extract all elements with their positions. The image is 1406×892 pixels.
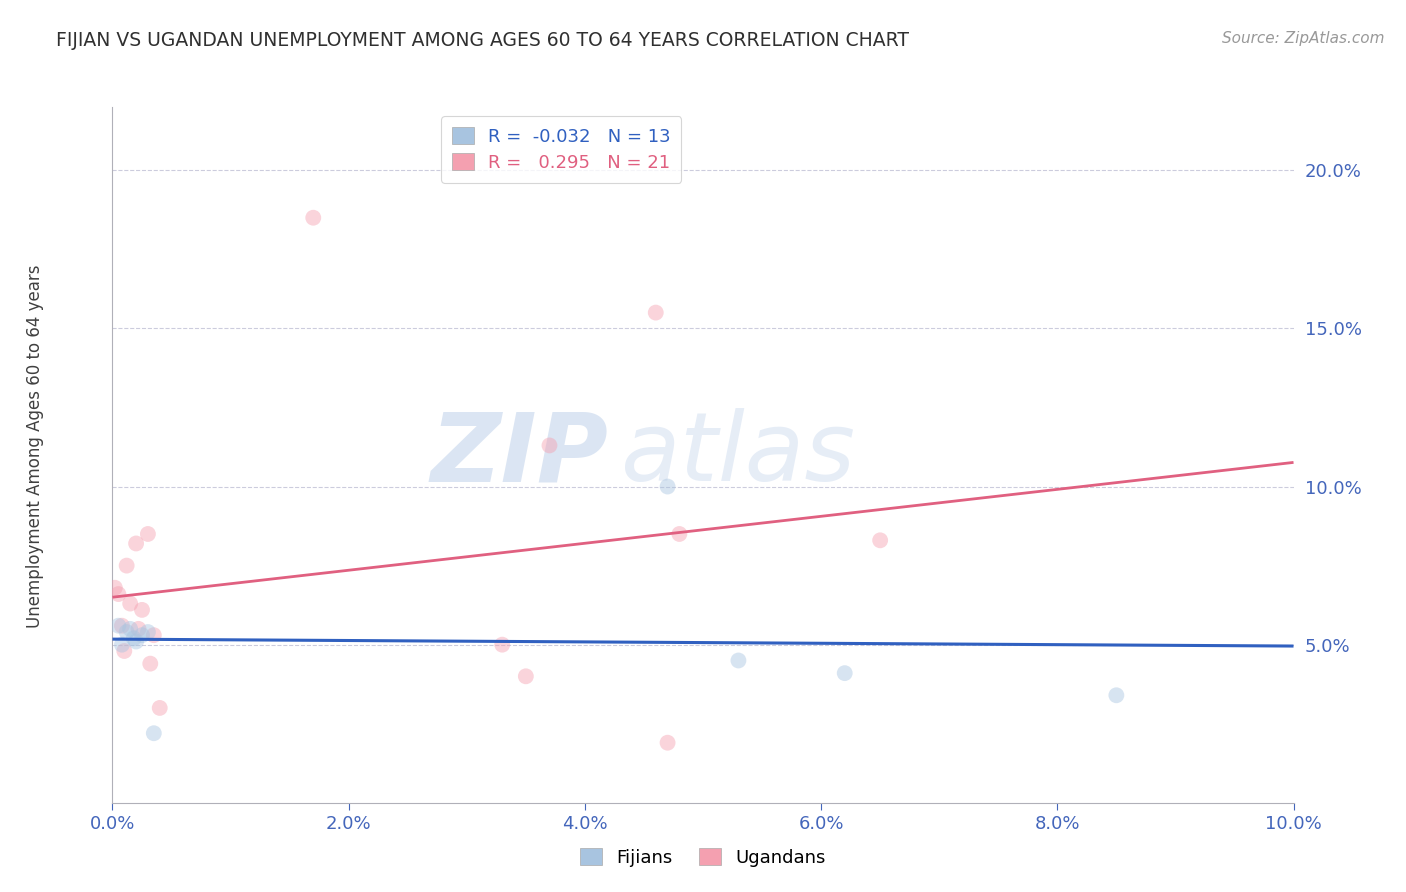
Point [869, 533, 891, 548]
Point [111, 618, 134, 632]
Point [136, 527, 159, 541]
Legend: Fijians, Ugandans: Fijians, Ugandans [572, 841, 834, 874]
Point [142, 726, 165, 740]
Point [149, 701, 172, 715]
Text: Unemployment Among Ages 60 to 64 years: Unemployment Among Ages 60 to 64 years [27, 264, 44, 628]
Point [115, 625, 138, 640]
Point [104, 581, 127, 595]
Legend: R =  -0.032   N = 13, R =   0.295   N = 21: R = -0.032 N = 13, R = 0.295 N = 21 [441, 116, 682, 183]
Point [107, 618, 129, 632]
Point [112, 644, 135, 658]
Point [834, 666, 856, 681]
Point [115, 558, 138, 573]
Point [644, 305, 666, 319]
Point [727, 653, 749, 667]
Point [1105, 688, 1128, 702]
Text: FIJIAN VS UGANDAN UNEMPLOYMENT AMONG AGES 60 TO 64 YEARS CORRELATION CHART: FIJIAN VS UGANDAN UNEMPLOYMENT AMONG AGE… [56, 31, 910, 50]
Point [107, 587, 129, 601]
Point [491, 638, 513, 652]
Point [515, 669, 537, 683]
Point [657, 479, 679, 493]
Point [125, 536, 148, 550]
Point [122, 632, 145, 646]
Text: ZIP: ZIP [430, 409, 609, 501]
Point [139, 657, 162, 671]
Point [127, 622, 149, 636]
Point [131, 603, 153, 617]
Point [538, 438, 561, 452]
Point [142, 628, 165, 642]
Point [136, 625, 159, 640]
Point [120, 622, 142, 636]
Point [125, 634, 148, 648]
Point [302, 211, 325, 225]
Text: atlas: atlas [620, 409, 855, 501]
Point [120, 597, 142, 611]
Text: Source: ZipAtlas.com: Source: ZipAtlas.com [1222, 31, 1385, 46]
Point [131, 628, 153, 642]
Point [111, 638, 134, 652]
Point [657, 736, 679, 750]
Point [668, 527, 690, 541]
